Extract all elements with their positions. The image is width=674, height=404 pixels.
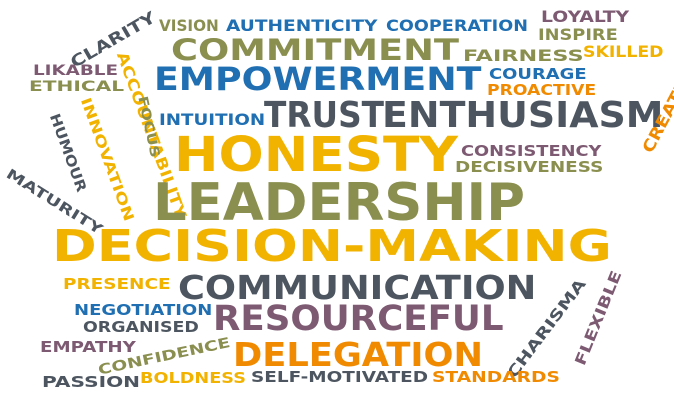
word-self-motivated: Self-Motivated (251, 368, 429, 386)
word-authenticity: Authenticity (226, 16, 378, 35)
word-leadership: Leadership (153, 173, 525, 233)
word-boldness: Boldness (140, 369, 246, 387)
word-likable: Likable (33, 63, 118, 79)
word-resourceful: Resourceful (213, 299, 504, 339)
word-organised: Organised (83, 318, 199, 336)
word-enthusiasm: Enthusiasm (382, 95, 664, 136)
word-decision-making: Decision-Making (52, 221, 612, 272)
word-cooperation: Cooperation (386, 16, 528, 35)
word-empowerment: Empowerment (154, 60, 482, 98)
word-vision: Vision (159, 16, 219, 35)
word-intuition: Intuition (159, 110, 266, 129)
word-trust: Trust (264, 95, 384, 136)
word-humour: Humour (45, 111, 90, 195)
word-standards: Standards (432, 368, 560, 386)
word-consistency: Consistency (461, 142, 602, 160)
word-inspire: Inspire (538, 25, 618, 44)
word-skilled: Skilled (583, 42, 664, 61)
word-ethical: Ethical (29, 79, 125, 95)
word-innovation: Innovation (76, 95, 137, 224)
word-commitment: Commitment (171, 33, 460, 67)
word-communication: Communication (178, 268, 537, 307)
word-passion: Passion (42, 373, 141, 391)
word-proactive: Proactive (487, 81, 597, 99)
word-decisiveness: Decisiveness (455, 158, 604, 176)
word-loyalty: Loyalty (541, 7, 630, 26)
word-empathy: Empathy (40, 338, 136, 356)
word-honesty: Honesty (174, 127, 458, 183)
word-fairness: Fairness (463, 46, 584, 65)
word-courage: Courage (489, 65, 587, 83)
word-presence: Presence (63, 275, 171, 293)
word-negotiation: Negotiation (74, 301, 213, 319)
word-delegation: Delegation (233, 335, 483, 374)
word-clarity: Clarity (67, 7, 159, 72)
